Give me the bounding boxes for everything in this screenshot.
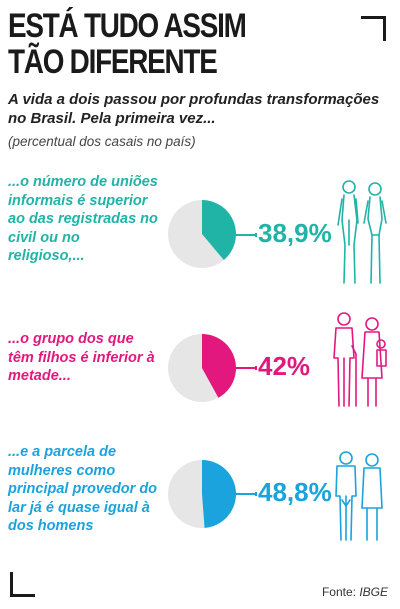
pie-value-label: 38,9%	[258, 218, 332, 248]
pie-slice-value	[202, 200, 236, 261]
panel-text: ...o número de uniões informais é superi…	[8, 174, 158, 264]
corner-mark-bottom-left	[10, 572, 35, 597]
leader-line	[234, 492, 257, 496]
panel-couples-with-children: ...o grupo dos que têm filhos é inferior…	[0, 312, 400, 460]
leader-line	[234, 233, 257, 237]
couple-icon	[335, 451, 383, 541]
source-name: IBGE	[359, 585, 388, 599]
leader-line	[234, 366, 257, 370]
pie-chart	[168, 200, 236, 268]
title-line-2: TÃO DIFERENTE	[8, 43, 218, 81]
pie-chart	[168, 334, 236, 402]
subtitle: A vida a dois passou por profundas trans…	[8, 91, 380, 127]
standing-couple-icon	[337, 180, 387, 284]
title-line-1: ESTÁ TUDO ASSIM	[8, 7, 247, 45]
panel-informal-unions: ...o número de uniões informais é superi…	[0, 173, 400, 303]
pie-value-label: 42%	[258, 351, 311, 381]
panel-text: ...o grupo dos que têm filhos é inferior…	[8, 331, 155, 384]
pie-slice-value	[202, 334, 236, 398]
pie-slice-value	[202, 460, 237, 528]
page-title: ESTÁ TUDO ASSIM TÃO DIFERENTE	[8, 8, 279, 80]
unit-note: (percentual dos casais no país)	[8, 134, 196, 149]
source-prefix: Fonte:	[321, 585, 356, 599]
pie-chart	[168, 460, 237, 528]
panel-text: ...e a parcela de mulheres como principa…	[8, 444, 158, 534]
source-credit: Fonte: IBGE	[322, 585, 388, 599]
pie-value-label: 48,8%	[258, 477, 332, 507]
panel-women-providers: ...e a parcela de mulheres como principa…	[0, 443, 400, 573]
corner-mark-top-right	[361, 16, 386, 41]
family-icon	[333, 312, 387, 407]
